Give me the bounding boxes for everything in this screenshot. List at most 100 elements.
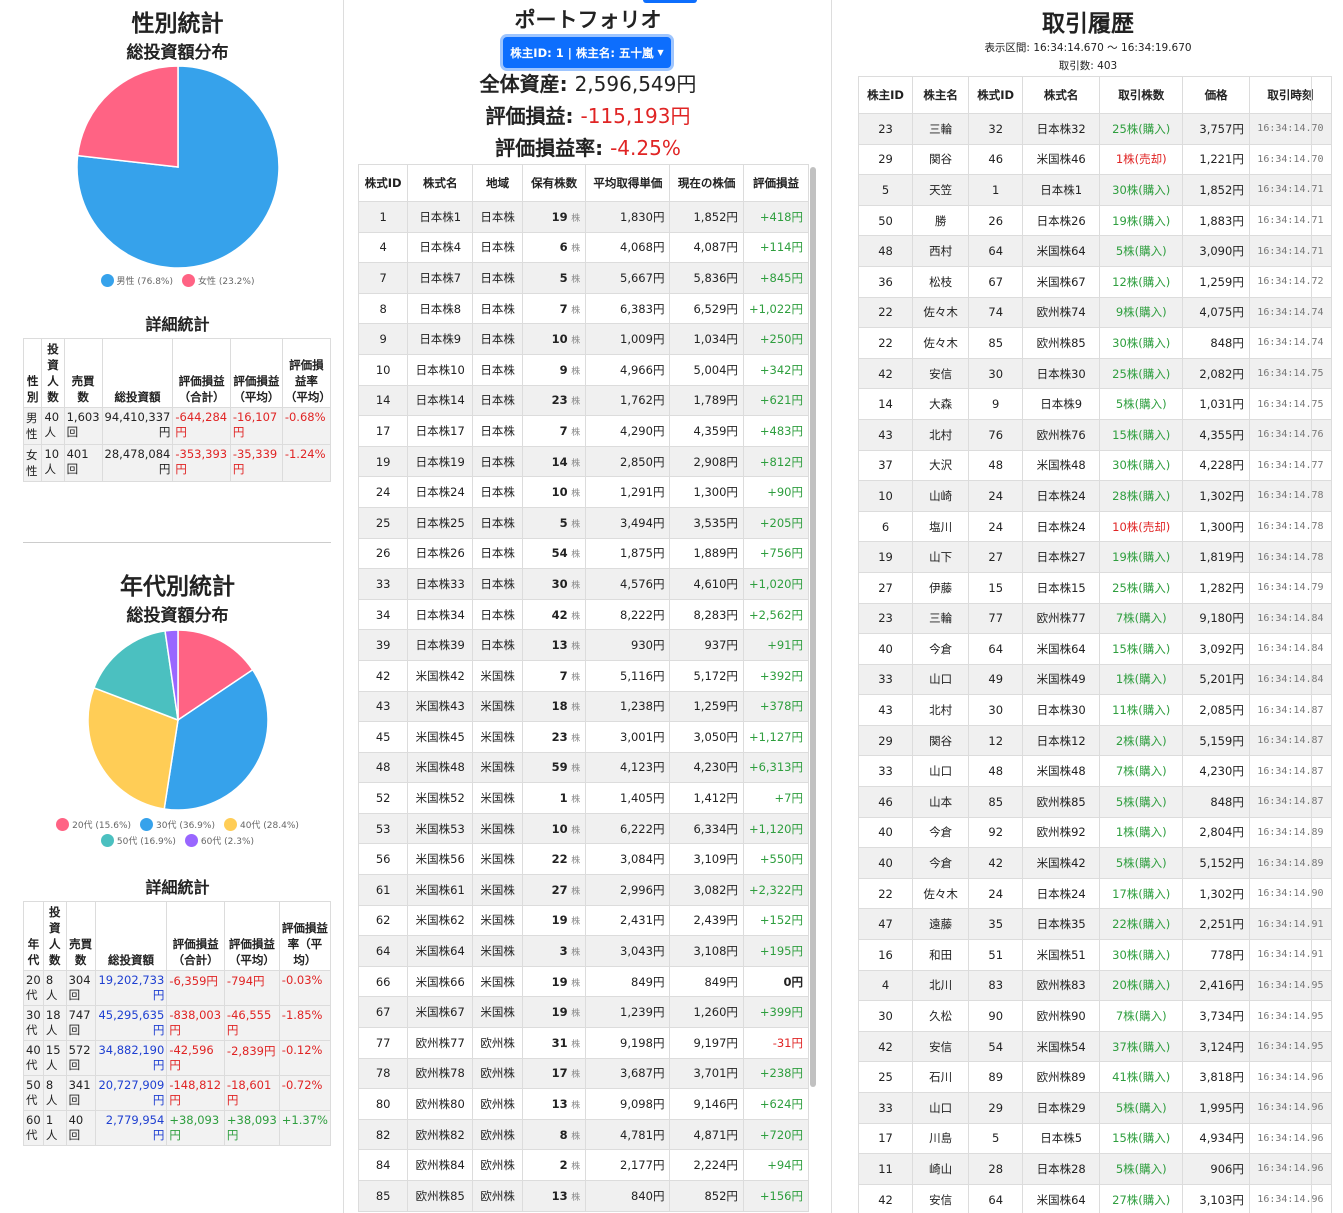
table-row[interactable]: 48 西村 64 米国株64 5株(購入) 3,090円 16:34:14.71: [857, 235, 1333, 267]
table-row[interactable]: 46 山本 85 欧州株85 5株(購入) 848円 16:34:14.87: [857, 786, 1333, 818]
table-row[interactable]: 29 関谷 46 米国株46 1株(売却) 1,221円 16:34:14.70: [857, 143, 1333, 176]
age-chart-title: 総投資額分布: [126, 606, 229, 626]
table-row[interactable]: 82 欧州株82 欧州株 8 株 4,781円 4,871円 +720円: [357, 1118, 810, 1151]
table-row[interactable]: 42 安信 54 米国株54 37株(購入) 3,124円 16:34:14.95: [857, 1030, 1333, 1063]
table-row[interactable]: 48 米国株48 米国株 59 株 4,123円 4,230円 +6,313円: [357, 751, 810, 784]
legend-item[interactable]: 30代 (36.9%): [140, 818, 215, 831]
table-row[interactable]: 43 北村 76 欧州株76 15株(購入) 4,355円 16:34:14.76: [857, 418, 1333, 451]
legend-item[interactable]: 50代 (16.9%): [100, 834, 176, 847]
pie-slice[interactable]: [92, 630, 179, 722]
legend-item[interactable]: 60代 (2.3%): [184, 834, 254, 847]
table-row[interactable]: 1 日本株1 日本株 19 株 1,830円 1,852円 +418円: [357, 201, 810, 233]
column-header[interactable]: 取引時刻: [1248, 76, 1333, 114]
table-row[interactable]: 47 遠藤 35 日本株35 22株(購入) 2,251円 16:34:14.91: [857, 908, 1333, 941]
pie-slice[interactable]: [177, 629, 254, 722]
table-row[interactable]: 6 塩川 24 日本株24 10株(売却) 1,300円 16:34:14.78: [857, 510, 1333, 543]
table-row[interactable]: 77 欧州株77 欧州株 31 株 9,198円 9,197円 -31円: [357, 1027, 810, 1059]
table-row[interactable]: 39 日本株39 日本株 13 株 930円 937円 +91円: [357, 629, 810, 661]
table-row[interactable]: 8 日本株8 日本株 7 株 6,383円 6,529円 +1,022円: [357, 292, 810, 325]
table-row[interactable]: 25 石川 89 欧州株89 41株(購入) 3,818円 16:34:14.96: [857, 1061, 1333, 1093]
table-row[interactable]: 40 今倉 64 米国株64 15株(購入) 3,092円 16:34:14.84: [857, 633, 1333, 665]
pie-slice[interactable]: [163, 668, 269, 811]
table-row[interactable]: 78 欧州株78 欧州株 17 株 3,687円 3,701円 +238円: [357, 1057, 810, 1090]
table-row[interactable]: 61 米国株61 米国株 27 株 2,996円 3,082円 +2,322円: [357, 874, 810, 906]
table-row[interactable]: 22 佐々木 85 欧州株85 30株(購入) 848円 16:34:14.74: [857, 327, 1333, 359]
column-header[interactable]: 平均取得単価: [585, 164, 671, 202]
table-row[interactable]: 19 山下 27 日本株27 19株(購入) 1,819円 16:34:14.78: [857, 541, 1333, 573]
column-header[interactable]: 地域: [472, 164, 524, 202]
table-row[interactable]: 19 日本株19 日本株 14 株 2,850円 2,908円 +812円: [357, 445, 810, 478]
column-header[interactable]: 評価損益: [742, 164, 810, 202]
pie-slice[interactable]: [164, 629, 179, 721]
table-row[interactable]: 45 米国株45 米国株 23 株 3,001円 3,050円 +1,127円: [357, 721, 810, 753]
column-header[interactable]: 株式名: [407, 164, 474, 202]
column-header[interactable]: 取引株数: [1099, 76, 1184, 114]
legend-item[interactable]: 20代 (15.6%): [56, 818, 131, 831]
table-row[interactable]: 7 日本株7 日本株 5 株 5,667円 5,836円 +845円: [357, 262, 810, 294]
table-row[interactable]: 64 米国株64 米国株 3 株 3,043円 3,108円 +195円: [357, 935, 810, 967]
legend-item[interactable]: 40代 (28.4%): [223, 818, 299, 831]
pie-slice[interactable]: [76, 65, 179, 168]
table-row[interactable]: 40 今倉 92 欧州株92 1株(購入) 2,804円 16:34:14.89: [857, 816, 1333, 849]
column-header[interactable]: 株式ID: [968, 76, 1024, 114]
table-row[interactable]: 17 日本株17 日本株 7 株 4,290円 4,359円 +483円: [357, 415, 810, 447]
portfolio-scrollbar[interactable]: [810, 167, 816, 1087]
table-row[interactable]: 33 日本株33 日本株 30 株 4,576円 4,610円 +1,020円: [357, 568, 810, 600]
pie-slice[interactable]: [87, 686, 179, 810]
table-row[interactable]: 42 安信 64 米国株64 27株(購入) 3,103円 16:34:14.96: [857, 1183, 1333, 1213]
column-header[interactable]: 株式ID: [357, 164, 409, 202]
table-row[interactable]: 10 日本株10 日本株 9 株 4,966円 5,004円 +342円: [357, 353, 810, 386]
table-row[interactable]: 23 三輪 32 日本株32 25株(購入) 3,757円 16:34:14.70: [857, 113, 1333, 145]
table-row[interactable]: 22 佐々木 24 日本株24 17株(購入) 1,302円 16:34:14.90: [857, 877, 1333, 910]
table-row[interactable]: 85 欧州株85 欧州株 13 株 840円 852円 +156円: [357, 1180, 810, 1212]
table-row[interactable]: 26 日本株26 日本株 54 株 1,875円 1,889円 +756円: [357, 537, 810, 570]
table-row[interactable]: 36 松枝 67 米国株67 12株(購入) 1,259円 16:34:14.72: [857, 265, 1333, 298]
table-row[interactable]: 43 米国株43 米国株 18 株 1,238円 1,259円 +378円: [357, 690, 810, 723]
legend-item[interactable]: 女性 (23.2%): [182, 274, 254, 287]
table-row[interactable]: 56 米国株56 米国株 22 株 3,084円 3,109円 +550円: [357, 843, 810, 876]
column-header[interactable]: 株主名: [912, 76, 970, 114]
table-row[interactable]: 4 日本株4 日本株 6 株 4,068円 4,087円 +114円: [357, 231, 810, 264]
table-row[interactable]: 42 安信 30 日本株30 25株(購入) 2,082円 16:34:14.75: [857, 357, 1333, 390]
column-header[interactable]: 現在の株価: [669, 164, 744, 202]
table-row[interactable]: 14 日本株14 日本株 23 株 1,762円 1,789円 +621円: [357, 384, 810, 417]
table-row[interactable]: 10 山崎 24 日本株24 28株(購入) 1,302円 16:34:14.78: [857, 480, 1333, 512]
table-row[interactable]: 37 大沢 48 米国株48 30株(購入) 4,228円 16:34:14.77: [857, 449, 1333, 482]
column-header[interactable]: 保有株数: [522, 164, 587, 202]
table-row[interactable]: 34 日本株34 日本株 42 株 8,222円 8,283円 +2,562円: [357, 598, 810, 631]
portfolio-cell: 22 株: [522, 843, 587, 876]
table-row[interactable]: 52 米国株52 米国株 1 株 1,405円 1,412円 +7円: [357, 782, 810, 814]
table-row[interactable]: 27 伊藤 15 日本株15 25株(購入) 1,282円 16:34:14.79: [857, 571, 1333, 604]
table-row[interactable]: 50 勝 26 日本株26 19株(購入) 1,883円 16:34:14.71: [857, 204, 1333, 237]
table-row[interactable]: 29 関谷 12 日本株12 2株(購入) 5,159円 16:34:14.87: [857, 724, 1333, 757]
table-row[interactable]: 4 北川 83 欧州株83 20株(購入) 2,416円 16:34:14.95: [857, 969, 1333, 1002]
table-row[interactable]: 33 山口 49 米国株49 1株(購入) 5,201円 16:34:14.84: [857, 663, 1333, 696]
table-row[interactable]: 80 欧州株80 欧州株 13 株 9,098円 9,146円 +624円: [357, 1088, 810, 1120]
legend-item[interactable]: 男性 (76.8%): [100, 274, 173, 287]
table-row[interactable]: 9 日本株9 日本株 10 株 1,009円 1,034円 +250円: [357, 323, 810, 355]
table-row[interactable]: 42 米国株42 米国株 7 株 5,116円 5,172円 +392円: [357, 659, 810, 692]
table-row[interactable]: 40 今倉 42 米国株42 5株(購入) 5,152円 16:34:14.89: [857, 847, 1333, 879]
table-row[interactable]: 53 米国株53 米国株 10 株 6,222円 6,334円 +1,120円: [357, 812, 810, 845]
column-header[interactable]: 株主ID: [857, 76, 914, 114]
table-row[interactable]: 17 川島 5 日本株5 15株(購入) 4,934円 16:34:14.96: [857, 1122, 1333, 1155]
column-header[interactable]: 価格: [1182, 76, 1250, 114]
table-row[interactable]: 5 天笠 1 日本株1 30株(購入) 1,852円 16:34:14.71: [857, 174, 1333, 206]
table-row[interactable]: 25 日本株25 日本株 5 株 3,494円 3,535円 +205円: [357, 506, 810, 539]
table-row[interactable]: 23 三輪 77 欧州株77 7株(購入) 9,180円 16:34:14.84: [857, 602, 1333, 635]
table-row[interactable]: 33 山口 29 日本株29 5株(購入) 1,995円 16:34:14.96: [857, 1092, 1333, 1124]
table-row[interactable]: 67 米国株67 米国株 19 株 1,239円 1,260円 +399円: [357, 996, 810, 1029]
table-row[interactable]: 14 大森 9 日本株9 5株(購入) 1,031円 16:34:14.75: [857, 388, 1333, 420]
column-header[interactable]: 株式名: [1022, 76, 1101, 114]
table-row[interactable]: 84 欧州株84 欧州株 2 株 2,177円 2,224円 +94円: [357, 1149, 810, 1181]
shareholder-dropdown-button[interactable]: 株主ID: 1 | 株主名: 五十嵐 ▼: [503, 37, 671, 68]
table-row[interactable]: 33 山口 48 米国株48 7株(購入) 4,230円 16:34:14.87: [857, 755, 1333, 788]
table-row[interactable]: 24 日本株24 日本株 10 株 1,291円 1,300円 +90円: [357, 476, 810, 508]
table-row[interactable]: 22 佐々木 74 欧州株74 9株(購入) 4,075円 16:34:14.74: [857, 296, 1333, 329]
table-row[interactable]: 11 崎山 28 日本株28 5株(購入) 906円 16:34:14.96: [857, 1153, 1333, 1185]
table-row[interactable]: 66 米国株66 米国株 19 株 849円 849円 0円: [357, 965, 810, 998]
table-row[interactable]: 43 北村 30 日本株30 11株(購入) 2,085円 16:34:14.87: [857, 694, 1333, 726]
table-row[interactable]: 16 和田 51 米国株51 30株(購入) 778円 16:34:14.91: [857, 939, 1333, 971]
table-row[interactable]: 62 米国株62 米国株 19 株 2,431円 2,439円 +152円: [357, 904, 810, 937]
table-row[interactable]: 30 久松 90 欧州株90 7株(購入) 3,734円 16:34:14.95: [857, 1000, 1333, 1032]
